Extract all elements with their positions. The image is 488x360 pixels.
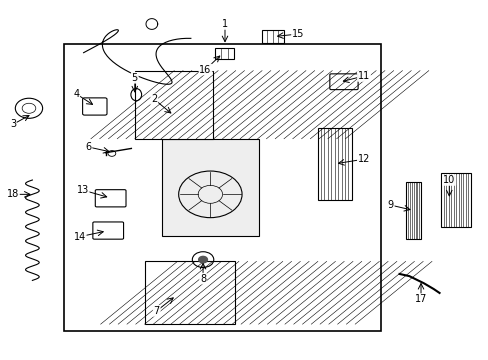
Bar [215,48,233,59]
Text: 10: 10 [442,175,454,185]
FancyBboxPatch shape [82,98,107,115]
Text: 13: 13 [76,185,88,195]
Text: 14: 14 [73,232,85,242]
Text: 2: 2 [151,94,157,104]
Text: 5: 5 [131,73,138,83]
Bar [64,44,380,330]
Bar [406,182,420,239]
Text: 15: 15 [291,29,304,39]
Text: 8: 8 [200,274,206,284]
Text: 12: 12 [357,154,369,164]
Bar [144,261,234,324]
Text: 17: 17 [414,294,427,304]
Text: 1: 1 [222,19,227,29]
Text: 4: 4 [73,89,79,99]
FancyBboxPatch shape [329,74,357,90]
FancyBboxPatch shape [95,190,126,207]
Bar [317,128,351,200]
Text: 3: 3 [10,120,16,129]
Bar [441,173,470,226]
Bar [261,30,283,42]
Bar [135,71,212,139]
Text: 16: 16 [199,64,211,75]
Text: 18: 18 [7,189,19,199]
Text: 7: 7 [153,306,160,316]
Bar [161,139,259,235]
Text: 6: 6 [85,142,91,152]
Text: 9: 9 [387,200,393,210]
Text: 11: 11 [357,71,369,81]
Circle shape [198,256,207,263]
FancyBboxPatch shape [93,222,123,239]
